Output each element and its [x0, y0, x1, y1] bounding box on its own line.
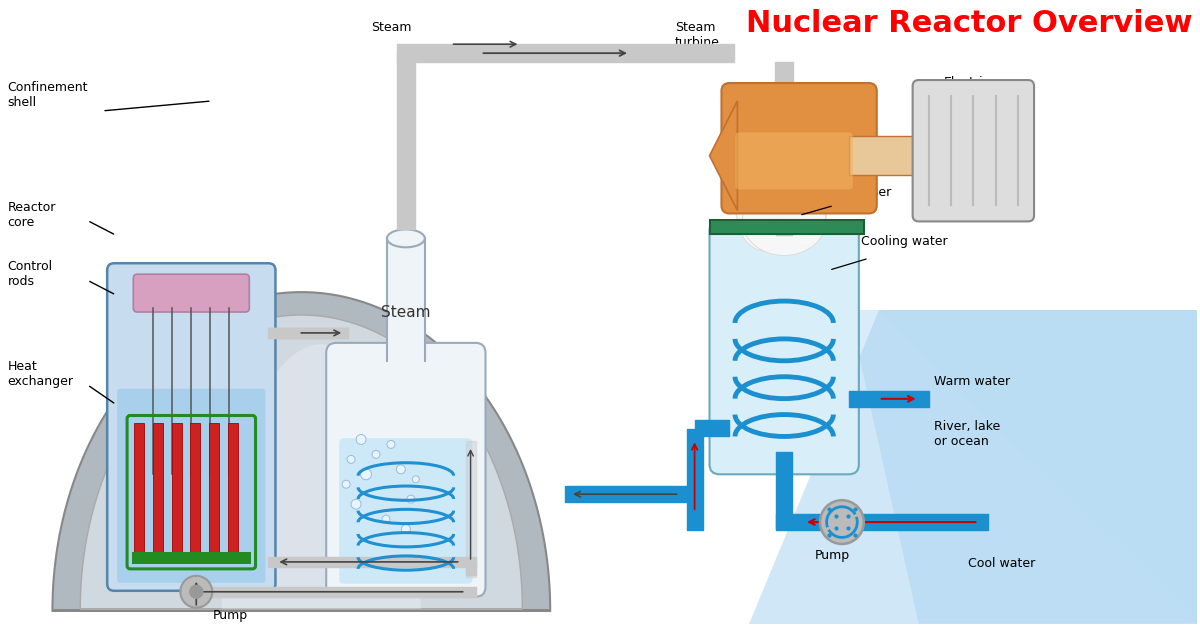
Bar — [209, 423, 220, 561]
Circle shape — [347, 455, 355, 463]
Circle shape — [180, 576, 212, 608]
Text: Nuclear Reactor Overview: Nuclear Reactor Overview — [746, 9, 1193, 38]
Polygon shape — [222, 345, 421, 609]
Circle shape — [396, 465, 406, 474]
Text: Cooling water: Cooling water — [860, 236, 948, 248]
Text: Cool water: Cool water — [968, 557, 1036, 570]
Polygon shape — [878, 310, 1198, 624]
Bar — [228, 423, 238, 561]
Bar — [172, 423, 181, 561]
Circle shape — [820, 500, 864, 544]
Text: Pump: Pump — [815, 549, 850, 562]
Text: Pump: Pump — [214, 609, 248, 622]
Text: Steam: Steam — [382, 306, 431, 320]
Circle shape — [342, 480, 350, 488]
Polygon shape — [749, 310, 1198, 624]
FancyBboxPatch shape — [107, 263, 276, 591]
Polygon shape — [848, 310, 1198, 624]
Ellipse shape — [749, 148, 820, 248]
Bar — [386, 238, 425, 361]
Ellipse shape — [743, 186, 826, 256]
Circle shape — [360, 469, 372, 480]
FancyBboxPatch shape — [340, 438, 473, 584]
FancyBboxPatch shape — [736, 132, 853, 190]
FancyBboxPatch shape — [913, 80, 1034, 221]
Circle shape — [372, 450, 380, 459]
FancyBboxPatch shape — [133, 274, 250, 312]
Text: Control
rods: Control rods — [7, 260, 53, 289]
Circle shape — [190, 585, 204, 599]
Ellipse shape — [778, 170, 827, 246]
Circle shape — [407, 495, 415, 503]
FancyBboxPatch shape — [326, 343, 486, 597]
Text: Steam: Steam — [371, 21, 412, 34]
FancyBboxPatch shape — [721, 83, 877, 214]
Text: Reactor
core: Reactor core — [7, 200, 56, 229]
Circle shape — [401, 525, 410, 534]
Text: Condenser: Condenser — [824, 186, 892, 198]
Ellipse shape — [768, 159, 800, 173]
Bar — [191, 423, 200, 561]
Circle shape — [382, 515, 390, 523]
Bar — [132, 552, 251, 564]
Text: River, lake
or ocean: River, lake or ocean — [934, 420, 1000, 447]
Polygon shape — [80, 315, 522, 609]
Circle shape — [356, 435, 366, 444]
FancyBboxPatch shape — [118, 389, 265, 583]
Text: Steam
turbine: Steam turbine — [674, 21, 720, 49]
Bar — [152, 423, 163, 561]
Circle shape — [386, 440, 395, 449]
Circle shape — [413, 476, 419, 483]
Circle shape — [352, 499, 361, 509]
Bar — [134, 423, 144, 561]
Polygon shape — [709, 101, 737, 210]
Bar — [709, 220, 864, 234]
FancyBboxPatch shape — [709, 220, 859, 474]
Text: Confinement
shell: Confinement shell — [7, 81, 88, 109]
Text: Warm water: Warm water — [934, 375, 1009, 387]
Polygon shape — [53, 292, 551, 610]
Bar — [848, 136, 918, 175]
Ellipse shape — [737, 171, 792, 251]
Ellipse shape — [386, 229, 425, 248]
Text: Electric
generator: Electric generator — [943, 76, 1006, 104]
Text: Heat
exchanger: Heat exchanger — [7, 360, 73, 388]
